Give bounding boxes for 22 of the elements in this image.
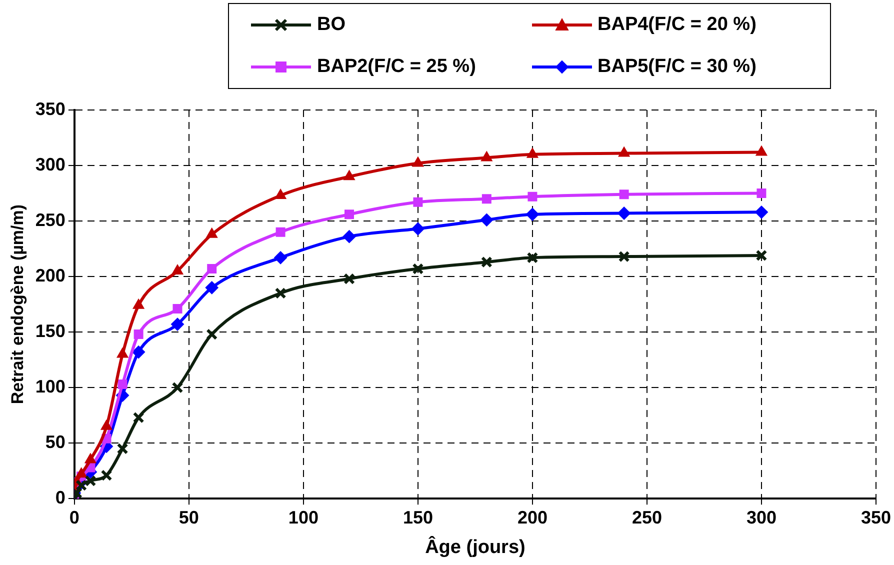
y-tick-label: 200	[35, 266, 66, 286]
x-tick-label: 200	[517, 507, 548, 528]
y-tick-label: 150	[35, 321, 66, 342]
x-tick-label: 300	[746, 507, 776, 528]
legend-label: BAP2(F/C = 25 %)	[317, 56, 476, 78]
x-tick-label: 150	[402, 507, 433, 528]
y-tick-label: 350	[35, 98, 66, 119]
y-tick-label: 250	[35, 210, 66, 230]
legend-label: BAP5(F/C = 30 %)	[598, 56, 756, 78]
legend-label: BO	[317, 14, 346, 36]
x-axis-title: Âge (jours)	[425, 534, 526, 558]
y-tick-label: 100	[35, 376, 66, 397]
x-tick-label: 0	[69, 507, 80, 528]
y-tick-label: 0	[55, 488, 66, 508]
y-tick-label: 300	[35, 154, 66, 174]
y-tick-label: 50	[45, 432, 66, 452]
legend-label: BAP4(F/C = 20 %)	[598, 14, 756, 36]
x-tick-label: 100	[288, 507, 318, 528]
y-axis-title: Retrait endogène (µm/m)	[8, 204, 27, 404]
x-tick-label: 350	[860, 507, 892, 528]
x-tick-label: 50	[178, 507, 199, 528]
x-tick-label: 250	[632, 507, 662, 528]
